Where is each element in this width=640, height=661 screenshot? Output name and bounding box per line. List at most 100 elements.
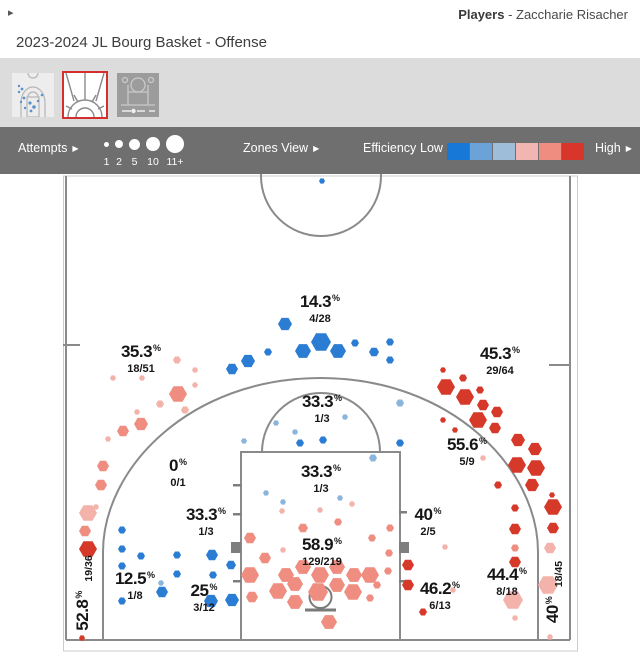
shot-hexbin[interactable] xyxy=(396,399,404,407)
shot-hexbin[interactable] xyxy=(402,559,414,571)
shot-hexbin[interactable] xyxy=(118,526,126,534)
shot-hexbin[interactable] xyxy=(368,534,376,542)
shot-hexbin[interactable] xyxy=(97,460,109,472)
shot-hexbin[interactable] xyxy=(226,363,238,375)
shot-hexbin[interactable] xyxy=(351,339,359,347)
shot-hexbin[interactable] xyxy=(369,347,379,357)
shot-hexbin[interactable] xyxy=(156,400,164,408)
shot-hexbin[interactable] xyxy=(494,481,502,489)
shot-hexbin[interactable] xyxy=(544,499,562,515)
shot-hexbin[interactable] xyxy=(280,547,286,553)
shot-hexbin[interactable] xyxy=(349,501,355,507)
shot-hexbin[interactable] xyxy=(402,579,414,591)
shot-hexbin[interactable] xyxy=(476,386,484,394)
shot-hexbin[interactable] xyxy=(361,567,379,583)
shot-hexbin[interactable] xyxy=(344,584,362,600)
thumbnail-heatmap-view[interactable] xyxy=(117,73,159,117)
shot-hexbin[interactable] xyxy=(329,578,345,592)
shot-hexbin[interactable] xyxy=(459,374,467,382)
shot-hexbin[interactable] xyxy=(509,556,521,568)
shot-hexbin[interactable] xyxy=(192,382,198,388)
shot-hexbin[interactable] xyxy=(278,317,292,331)
shot-hexbin[interactable] xyxy=(279,508,285,514)
shot-hexbin[interactable] xyxy=(544,542,556,554)
zones-view-menu[interactable]: Zones View ▶ xyxy=(243,141,319,155)
shot-hexbin[interactable] xyxy=(512,615,518,621)
shot-hexbin[interactable] xyxy=(511,544,519,552)
shot-hexbin[interactable] xyxy=(292,429,298,435)
thumbnail-zones-view-selected[interactable] xyxy=(62,71,108,119)
shot-hexbin[interactable] xyxy=(337,495,343,501)
shot-hexbin[interactable] xyxy=(373,581,381,589)
shot-hexbin[interactable] xyxy=(317,507,323,513)
shot-hexbin[interactable] xyxy=(477,399,489,411)
shot-hexbin[interactable] xyxy=(241,354,255,368)
shot-hexbin[interactable] xyxy=(334,518,342,526)
shot-hexbin[interactable] xyxy=(480,455,486,461)
shot-hexbin[interactable] xyxy=(139,375,145,381)
shot-hexbin[interactable] xyxy=(549,492,555,498)
shot-hexbin[interactable] xyxy=(269,583,287,599)
shot-hexbin[interactable] xyxy=(192,367,198,373)
shot-hexbin[interactable] xyxy=(118,597,126,605)
shot-hexbin[interactable] xyxy=(209,571,217,579)
shot-hexbin[interactable] xyxy=(330,344,346,358)
shot-hexbin[interactable] xyxy=(79,505,97,521)
shot-hexbin[interactable] xyxy=(508,457,526,473)
shot-hexbin[interactable] xyxy=(206,549,218,561)
shot-hexbin[interactable] xyxy=(241,567,259,583)
shot-hexbin[interactable] xyxy=(259,552,271,564)
attempts-menu[interactable]: Attempts ▶ xyxy=(18,141,78,155)
shot-hexbin[interactable] xyxy=(437,379,455,395)
shot-hexbin[interactable] xyxy=(173,551,181,559)
efficiency-high-menu[interactable]: High ▶ xyxy=(595,141,632,155)
shot-hexbin[interactable] xyxy=(295,344,311,358)
shot-hexbin[interactable] xyxy=(366,594,374,602)
shot-hexbin[interactable] xyxy=(329,560,345,574)
shot-hexbin[interactable] xyxy=(287,595,303,609)
shot-hexbin[interactable] xyxy=(319,178,325,184)
shot-hexbin[interactable] xyxy=(173,570,181,578)
shot-hexbin[interactable] xyxy=(369,454,377,462)
shot-hexbin[interactable] xyxy=(538,576,558,594)
shot-hexbin[interactable] xyxy=(511,504,519,512)
shot-hexbin[interactable] xyxy=(298,523,308,533)
shot-hexbin[interactable] xyxy=(547,522,559,534)
shot-hexbin[interactable] xyxy=(79,635,85,641)
shot-hexbin[interactable] xyxy=(241,438,247,444)
shot-hexbin[interactable] xyxy=(489,422,501,434)
shot-hexbin[interactable] xyxy=(385,549,393,557)
shot-hexbin[interactable] xyxy=(525,478,539,492)
shot-hexbin[interactable] xyxy=(118,545,126,553)
shot-hexbin[interactable] xyxy=(321,615,337,629)
players-selector[interactable]: Players - Zaccharie Risacher xyxy=(458,7,628,22)
shot-hexbin[interactable] xyxy=(295,560,311,574)
shot-hexbin[interactable] xyxy=(440,417,446,423)
shot-hexbin[interactable] xyxy=(442,544,448,550)
shot-hexbin[interactable] xyxy=(511,433,525,447)
shot-hexbin[interactable] xyxy=(440,367,446,373)
shot-hexbin[interactable] xyxy=(134,417,148,431)
shot-hexbin[interactable] xyxy=(528,442,542,456)
shot-hexbin[interactable] xyxy=(118,562,126,570)
shot-hexbin[interactable] xyxy=(419,608,427,616)
shot-hexbin[interactable] xyxy=(456,389,474,405)
shot-hexbin[interactable] xyxy=(110,375,116,381)
collapse-panel-icon[interactable]: ▸ xyxy=(8,7,14,19)
shot-hexbin[interactable] xyxy=(386,338,394,346)
shot-hexbin[interactable] xyxy=(264,348,272,356)
shot-hexbin[interactable] xyxy=(95,479,107,491)
shot-hexbin[interactable] xyxy=(386,524,394,532)
shot-hexbin[interactable] xyxy=(311,333,331,351)
shot-hexbin[interactable] xyxy=(158,580,164,586)
shot-hexbin[interactable] xyxy=(263,490,269,496)
shot-hexbin[interactable] xyxy=(226,560,236,570)
thumbnail-scatter-view[interactable] xyxy=(12,73,54,117)
shot-hexbin[interactable] xyxy=(93,504,99,510)
shot-hexbin[interactable] xyxy=(287,577,303,591)
shot-hexbin[interactable] xyxy=(396,439,404,447)
shot-hexbin[interactable] xyxy=(105,436,111,442)
shot-hexbin[interactable] xyxy=(469,412,487,428)
shot-hexbin[interactable] xyxy=(450,587,456,593)
shot-hexbin[interactable] xyxy=(181,406,189,414)
